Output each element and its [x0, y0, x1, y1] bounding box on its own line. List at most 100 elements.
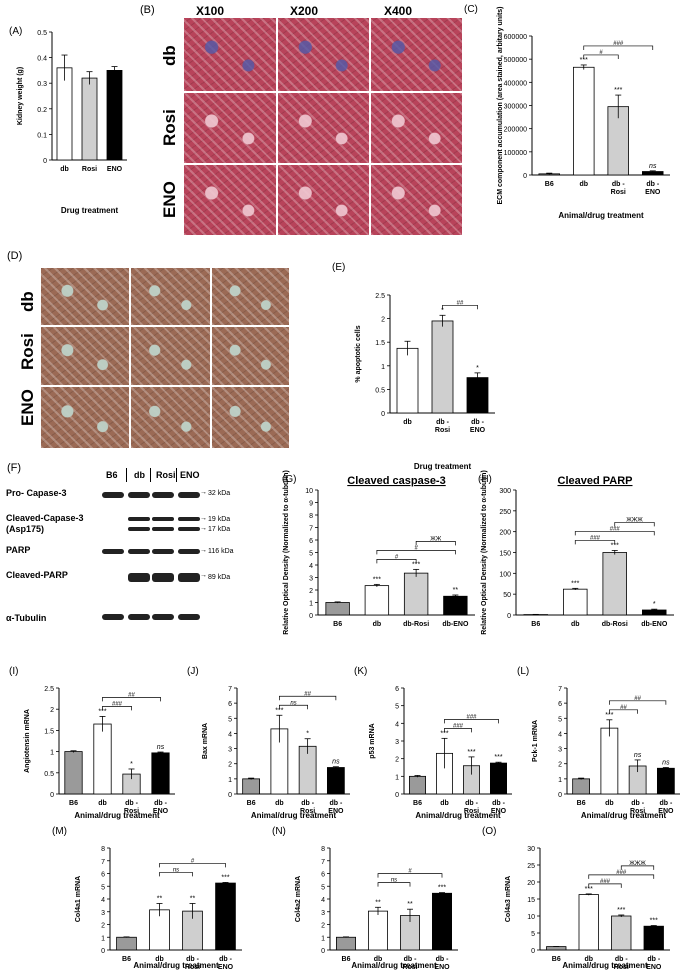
y-tick-label: 4 [321, 897, 325, 904]
bar [546, 946, 567, 951]
panel-label: (M) [52, 826, 67, 837]
x-tick-label: ENO [658, 808, 674, 815]
x-tick-label: ENO [470, 427, 486, 434]
x-tick-label: Rosi [614, 964, 629, 971]
y-tick-label: 3 [558, 747, 562, 754]
bracket-label: ЖЖ [430, 536, 442, 542]
chart-G: (G) Cleaved caspase-3 0 1 2 3 4 5 6 7 8 9 10 Relative… [282, 470, 475, 635]
significance-bracket [574, 531, 655, 536]
y-tick-label: 200 [499, 530, 511, 537]
wb-band [178, 492, 200, 498]
histology-image [370, 164, 463, 236]
wb-band [128, 573, 150, 582]
bar [64, 751, 83, 795]
significance-mark: ** [407, 901, 413, 908]
bracket-label: ### [600, 879, 611, 885]
bracket-label: # [191, 858, 195, 864]
y-tick-label: 9 [309, 501, 313, 508]
wb-band [152, 492, 174, 498]
x-tick-label: db - [125, 800, 138, 807]
significance-bracket [444, 719, 499, 724]
wb-arrow: → [200, 489, 207, 496]
y-tick-label: 2 [395, 757, 399, 764]
y-tick-label: 600000 [504, 34, 527, 41]
x-tick-label: db - [646, 181, 659, 188]
y-tick-label: 8 [321, 846, 325, 853]
significance-mark: *** [614, 87, 622, 94]
y-axis-label: Col4a3 mRNA [505, 876, 512, 922]
x-tick-label: db [374, 956, 383, 963]
significance-mark: *** [373, 576, 381, 583]
y-axis-label: Bax mRNA [202, 723, 209, 759]
histology-row-label: ENO [18, 389, 37, 426]
x-tick-label: Rosi [464, 808, 479, 815]
x-axis-label: Animal/drug treatment [558, 211, 644, 220]
y-tick-label: 0 [228, 792, 232, 799]
x-tick-label: db - [404, 956, 417, 963]
x-tick-label: db-Rosi [403, 621, 429, 628]
wb-lane-label: B6 [106, 470, 118, 480]
x-tick-label: Rosi [630, 808, 645, 815]
y-tick-label: 7 [228, 686, 232, 693]
x-tick-label: db - [301, 800, 314, 807]
wb-kda-label: 32 kDa [208, 490, 231, 497]
y-tick-label: 6 [558, 701, 562, 708]
bar [466, 377, 489, 414]
x-tick-label: db - [492, 800, 505, 807]
histology-image [211, 326, 290, 386]
wb-lane-label: db [134, 470, 145, 480]
y-tick-label: 300000 [504, 104, 527, 111]
significance-bracket [583, 54, 619, 59]
wb-row-label: (Asp175) [6, 524, 45, 534]
y-tick-label: 100000 [504, 150, 527, 157]
y-tick-label: 30 [527, 846, 535, 853]
y-tick-label: 1 [228, 777, 232, 784]
bar [106, 70, 123, 161]
y-tick-label: 300 [499, 488, 511, 495]
x-tick-label: db [98, 800, 107, 807]
bracket-label: ЖЖЖ [626, 517, 643, 523]
bar [93, 723, 112, 795]
significance-bracket [588, 874, 655, 879]
bracket-label: ### [453, 723, 464, 729]
bracket-label: # [408, 869, 412, 875]
significance-bracket [609, 709, 638, 714]
wb-band [102, 549, 124, 554]
significance-mark: *** [585, 886, 593, 893]
y-tick-label: 0 [321, 948, 325, 955]
y-tick-label: 7 [321, 859, 325, 866]
y-axis-label: p53 mRNA [369, 723, 376, 758]
significance-bracket [102, 697, 161, 702]
x-tick-label: db-ENO [442, 621, 469, 628]
x-tick-label: db [155, 956, 164, 963]
wb-arrow: → [200, 572, 207, 579]
y-tick-label: 1 [558, 777, 562, 784]
bar [578, 894, 599, 951]
y-tick-label: 2 [228, 762, 232, 769]
significance-mark: ns [332, 759, 340, 766]
wb-arrow: → [200, 515, 207, 522]
x-tick-label: Rosi [300, 808, 315, 815]
y-axis-label: % apoptotic cells [355, 325, 362, 382]
bracket-label: ## [457, 300, 464, 306]
histology-row-label: db [18, 291, 37, 312]
y-axis-label: Relative Optical Density (Normalized to … [481, 470, 488, 635]
significance-mark: ns [649, 163, 657, 170]
bracket-label: ### [613, 41, 624, 47]
significance-mark: *** [221, 874, 229, 881]
y-tick-label: 1 [381, 364, 385, 371]
bracket-label: ### [590, 535, 601, 541]
chart-I: (I) 0 0.5 1 1.5 2 2.5 Angiotensin mRNA B6 *** db * d… [9, 666, 175, 820]
y-tick-label: 5 [309, 551, 313, 558]
y-tick-label: 0 [531, 948, 535, 955]
x-tick-label: Rosi [185, 964, 200, 971]
wb-band [128, 614, 150, 620]
significance-bracket [279, 704, 308, 710]
y-tick-label: 0 [43, 158, 47, 165]
x-axis-label: Animal/drug treatment [415, 811, 501, 820]
y-tick-label: 5 [321, 884, 325, 891]
x-tick-label: db - [659, 800, 672, 807]
magnification-label: X400 [384, 4, 413, 18]
x-axis-label: Animal/drug treatment [351, 961, 437, 970]
wb-kda-label: 116 kDa [208, 548, 234, 555]
